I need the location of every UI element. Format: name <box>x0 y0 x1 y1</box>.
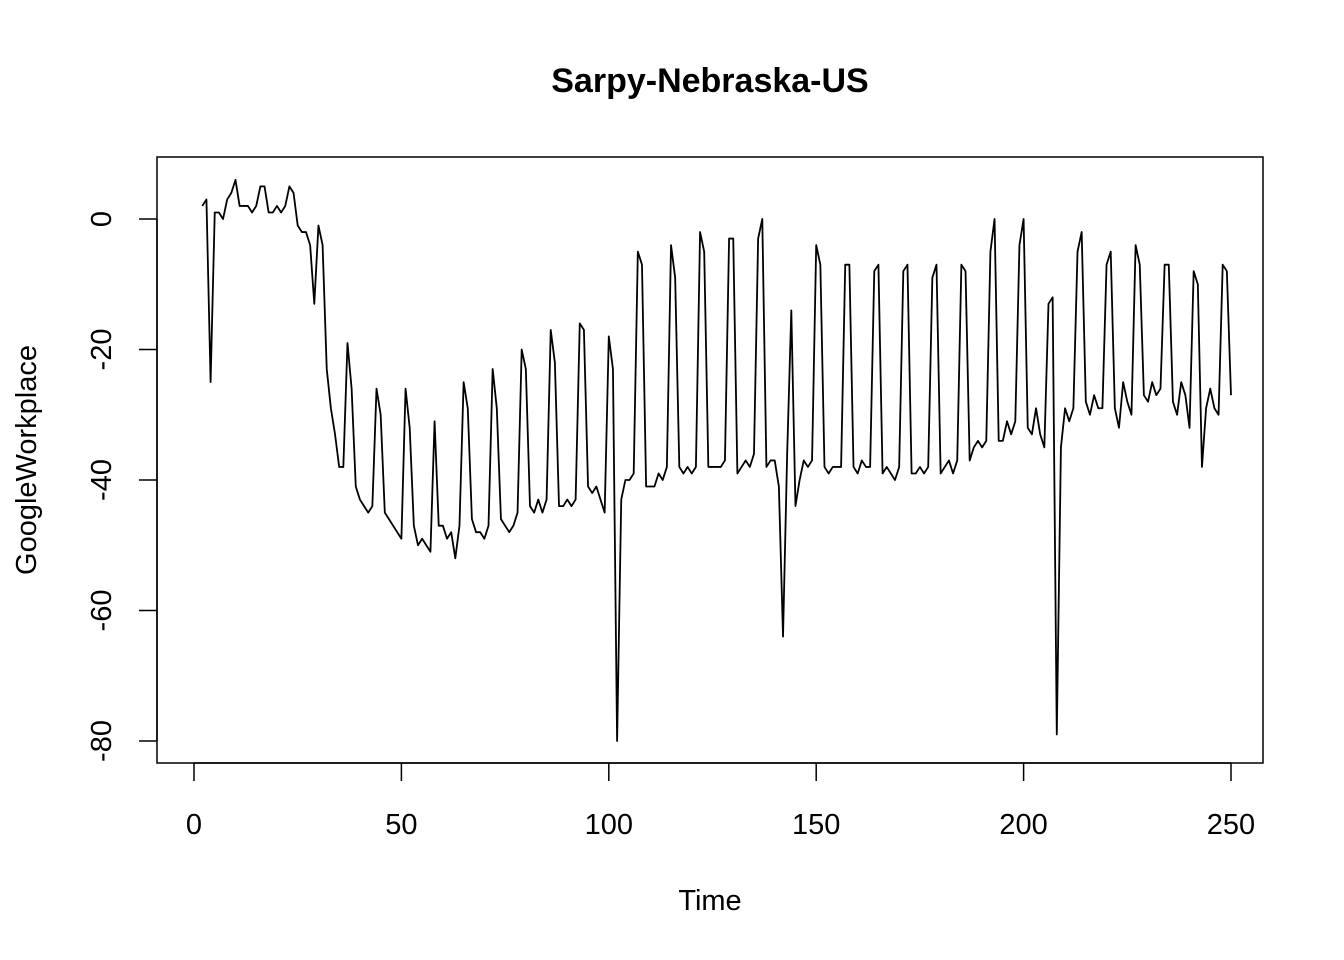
y-tick-label: 0 <box>86 211 118 227</box>
x-tick-label: 0 <box>186 809 202 841</box>
y-tick-label: -60 <box>86 590 118 632</box>
x-axis-label: Time <box>678 885 741 917</box>
chart-title: Sarpy-Nebraska-US <box>551 62 868 100</box>
x-tick-label: 200 <box>999 809 1047 841</box>
series-line <box>201 178 1232 742</box>
x-tick-label: 50 <box>385 809 417 841</box>
y-tick-label: -20 <box>86 329 118 371</box>
y-axis-label: GoogleWorkplace <box>11 345 43 575</box>
x-axis: 0 50 100 150 200 250 <box>186 762 1255 841</box>
y-axis: -80 -60 -40 -20 0 <box>86 211 158 762</box>
y-tick-label: -40 <box>86 459 118 501</box>
y-tick-label: -80 <box>86 720 118 762</box>
x-tick-label: 100 <box>585 809 633 841</box>
x-tick-label: 250 <box>1207 809 1255 841</box>
x-tick-label: 150 <box>792 809 840 841</box>
series-layer <box>201 178 1232 742</box>
